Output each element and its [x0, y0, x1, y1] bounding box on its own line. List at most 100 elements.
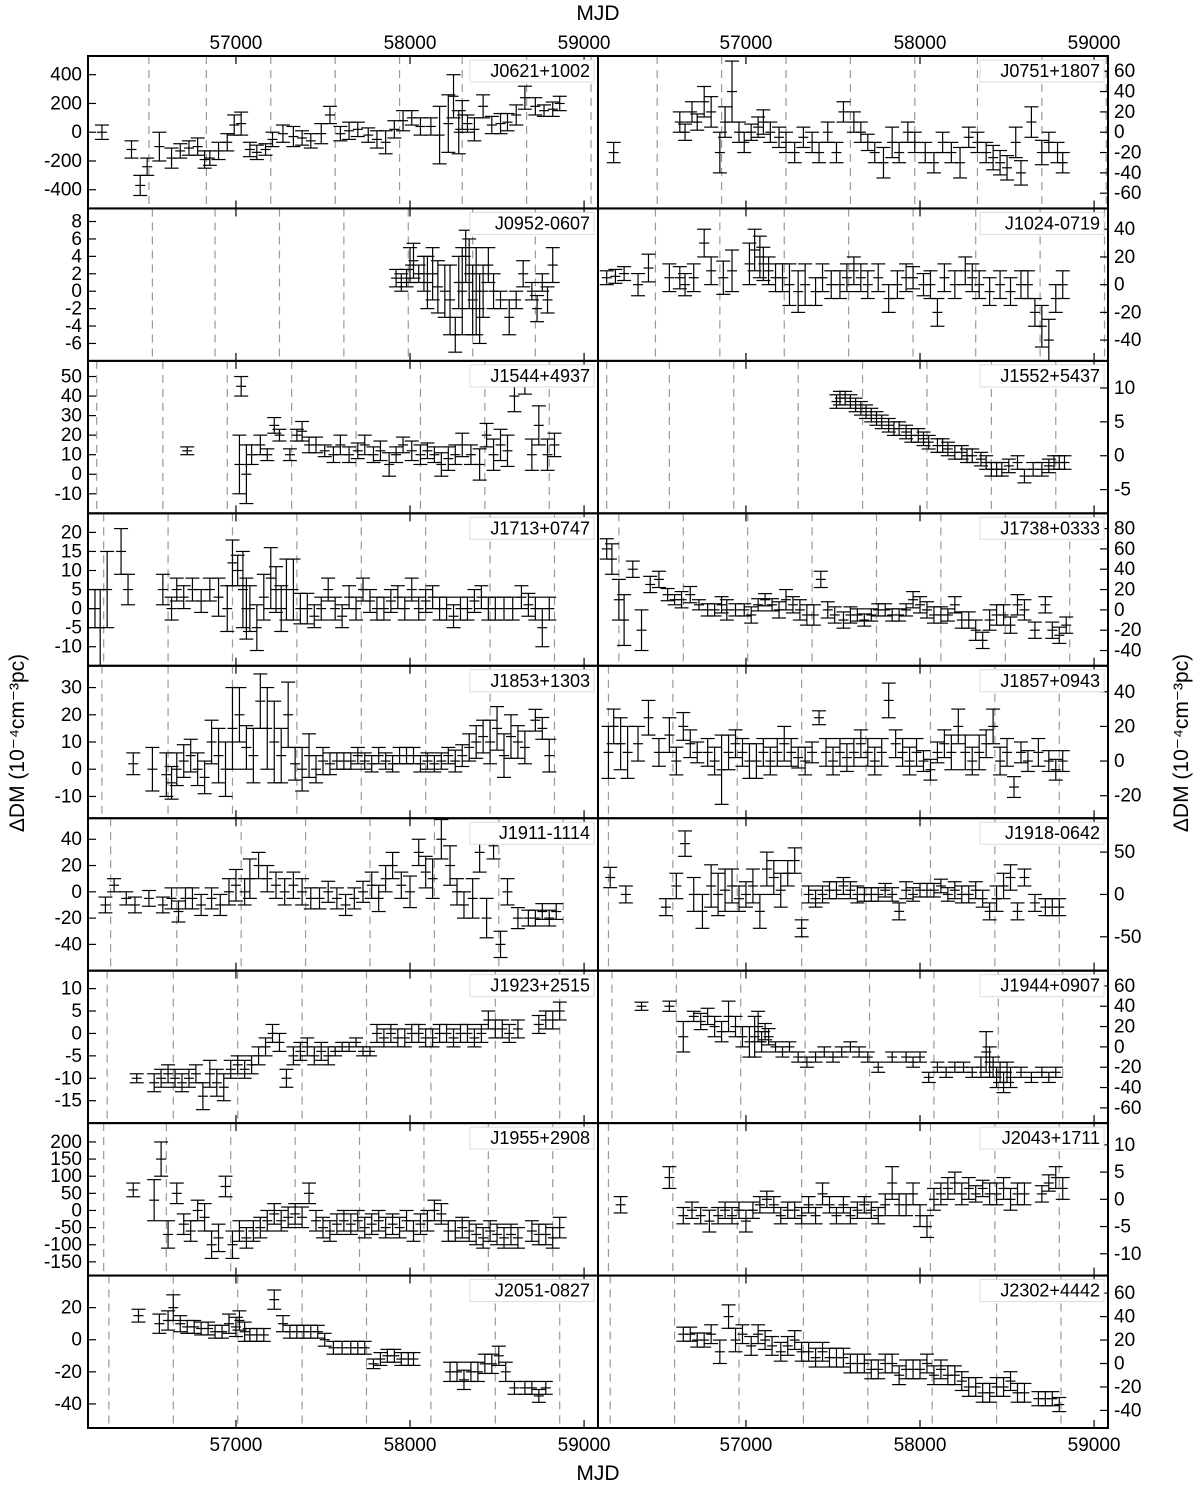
pulsar-name-label: J0751+1807	[1000, 61, 1100, 81]
data-point	[770, 737, 785, 767]
data-point	[712, 131, 727, 174]
y-tick-label: 10	[61, 561, 82, 582]
data-point	[1010, 902, 1025, 921]
data-point	[446, 1028, 461, 1048]
data-point	[684, 1201, 699, 1219]
pulsar-name-label: J1544+4937	[490, 366, 590, 386]
y-tick-label: 20	[1114, 1017, 1135, 1038]
data-point	[989, 1066, 1004, 1089]
data-point	[272, 1032, 287, 1052]
pulsar-name-label: J0621+1002	[490, 61, 590, 81]
data-point	[785, 596, 800, 614]
data-point	[253, 1216, 268, 1239]
data-point	[476, 264, 491, 318]
data-point	[916, 750, 931, 773]
data-point	[528, 708, 543, 732]
data-point	[1010, 594, 1025, 616]
pulsar-name-label: J1944+0907	[1000, 976, 1100, 996]
data-point	[503, 714, 518, 759]
data-point	[965, 1066, 980, 1078]
data-point	[239, 1226, 254, 1249]
data-point	[982, 609, 997, 631]
data-point	[371, 1209, 386, 1232]
data-point	[317, 444, 332, 458]
data-point	[357, 434, 372, 456]
data-point	[812, 710, 827, 726]
data-point	[906, 887, 921, 902]
y-tick-label: 150	[50, 1149, 82, 1170]
data-point	[350, 1209, 365, 1232]
data-point	[1052, 626, 1067, 645]
data-point	[839, 743, 854, 773]
data-point	[455, 247, 470, 336]
data-point	[787, 847, 802, 874]
data-point	[763, 746, 778, 776]
data-point	[798, 263, 813, 307]
data-point	[752, 893, 767, 929]
data-point	[430, 260, 445, 314]
data-point	[542, 596, 557, 621]
data-point	[552, 95, 567, 112]
data-point	[432, 105, 447, 165]
data-point	[1055, 270, 1070, 300]
data-point	[322, 105, 337, 125]
data-point	[846, 256, 861, 286]
data-point	[322, 752, 337, 776]
data-point	[387, 1348, 402, 1363]
data-point	[787, 1201, 802, 1219]
data-point	[954, 1182, 969, 1206]
y-tick-label: 10	[61, 445, 82, 466]
data-point	[651, 570, 666, 589]
data-point	[951, 708, 966, 745]
y-tick-label: 40	[1114, 996, 1135, 1017]
data-point	[643, 575, 658, 594]
panel-label-box	[979, 59, 1105, 83]
data-point	[215, 1324, 230, 1339]
data-point	[225, 686, 240, 770]
y-tick-label: -15	[55, 1091, 82, 1112]
y-tick-label: 0	[1114, 1037, 1125, 1058]
data-point	[202, 1059, 217, 1088]
data-point	[801, 1196, 816, 1214]
data-point	[1003, 277, 1018, 307]
data-point	[1041, 318, 1056, 362]
data-point	[479, 422, 494, 448]
data-point	[993, 746, 1008, 776]
data-point	[465, 264, 480, 336]
data-point	[272, 428, 287, 442]
data-point	[446, 604, 461, 629]
data-point	[356, 880, 371, 903]
data-point	[874, 737, 889, 767]
data-point	[535, 903, 550, 921]
y-tick-label: 0	[1114, 1189, 1125, 1210]
data-point	[885, 1051, 900, 1063]
data-point	[140, 157, 155, 176]
data-point	[874, 414, 889, 430]
data-point	[411, 596, 426, 621]
y-tick-label: -150	[44, 1252, 82, 1273]
data-point	[926, 882, 941, 898]
data-point	[413, 117, 428, 136]
y-tick-label: 40	[1114, 559, 1135, 580]
data-point	[832, 737, 847, 767]
data-point	[181, 140, 196, 156]
y-tick-label: -100	[44, 1235, 82, 1256]
data-point	[994, 461, 1009, 477]
data-point	[98, 896, 113, 914]
y-tick-label: 200	[50, 1132, 82, 1153]
data-point	[975, 889, 990, 908]
y-tick-label: 20	[1114, 102, 1135, 123]
data-point	[888, 729, 903, 759]
data-point	[933, 878, 948, 894]
data-point	[711, 872, 726, 917]
data-point	[1048, 758, 1063, 781]
data-point	[309, 1209, 324, 1232]
data-point	[836, 611, 851, 629]
data-point	[631, 272, 646, 297]
data-point	[223, 1059, 238, 1079]
data-point	[174, 1073, 189, 1093]
y-tick-label: 2	[71, 264, 82, 285]
data-point	[829, 881, 844, 900]
data-point	[225, 1230, 240, 1260]
